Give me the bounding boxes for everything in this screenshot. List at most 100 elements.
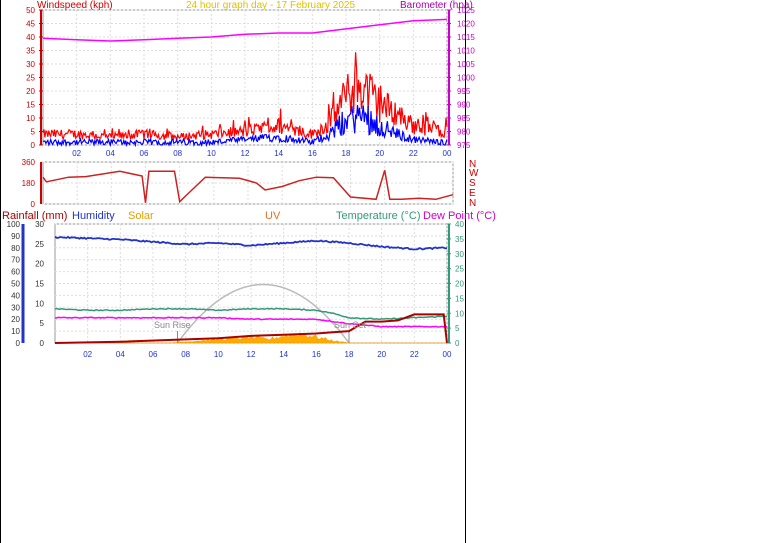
barometer-label: Barometer (hpa): [400, 0, 473, 11]
temp-series: [54, 235, 448, 344]
rainfall-tick-label: 10: [11, 327, 20, 336]
compass-label: E: [469, 188, 476, 199]
wind-tick-label: 40: [26, 33, 35, 42]
rainfall-tick-label: 90: [11, 232, 20, 241]
dewpoint-label: Dew Point (°C): [423, 210, 496, 222]
uv-tick-label: 30: [35, 220, 44, 229]
temp-grid: [55, 223, 448, 344]
wind-barometer-panel: 0510152025303540455097598098599099510001…: [26, 0, 475, 158]
uv-tick-label: 25: [35, 240, 44, 249]
wind-series: [42, 18, 448, 148]
wind-x-tick-label: 12: [241, 149, 250, 158]
uv-tick-label: 15: [35, 280, 44, 289]
sunrise-label: Sun Rise: [154, 320, 191, 330]
wind-x-tick-label: 00: [443, 149, 452, 158]
wind-tick-label: 5: [31, 128, 36, 137]
barometer-tick-label: 1010: [457, 47, 475, 56]
barometer-tick-label: 975: [457, 141, 471, 150]
uv-tick-label: 20: [35, 260, 44, 269]
temp-tick-label: 0: [455, 339, 460, 348]
uv-tick-label: 5: [40, 319, 45, 328]
temp-tick-label: 20: [455, 280, 464, 289]
barometer-series-line: [42, 18, 448, 42]
wind-tick-label: 50: [26, 6, 35, 15]
wind-x-tick-label: 06: [140, 149, 149, 158]
compass-labels: N W S E N: [469, 159, 479, 209]
wind-x-tick-label: 02: [72, 149, 81, 158]
wind-x-tick-label: 04: [106, 149, 115, 158]
wind-axes: 0510152025303540455097598098599099510001…: [26, 6, 475, 158]
wind-direction-panel: 0 180 360 N W S E N: [22, 158, 479, 209]
temp-x-tick-label: 10: [214, 350, 223, 359]
barometer-tick-label: 1025: [457, 6, 475, 15]
solar-label: Solar: [128, 210, 154, 222]
wind-tick-label: 45: [26, 20, 35, 29]
temp-tick-label: 5: [455, 324, 460, 333]
barometer-tick-label: 980: [457, 128, 471, 137]
direction-series-line: [42, 169, 454, 204]
compass-label: N: [469, 159, 476, 170]
wind-x-tick-label: 16: [308, 149, 317, 158]
temperature-series-line: [54, 307, 448, 321]
sunset-label: Sun Set: [334, 320, 367, 330]
temp-tick-label: 25: [455, 265, 464, 274]
rainfall-tick-label: 50: [11, 280, 20, 289]
temp-x-tick-label: 14: [279, 350, 288, 359]
temp-x-tick-label: 06: [149, 350, 158, 359]
direction-tick-label: 180: [22, 179, 36, 188]
rainfall-tick-label: 20: [11, 315, 20, 324]
wind-x-tick-label: 14: [274, 149, 283, 158]
chart-title: 24 hour graph day - 17 February 2025: [186, 0, 355, 11]
humidity-series-line: [54, 235, 448, 251]
direction-axes: 0 180 360: [22, 158, 42, 209]
wind-tick-label: 15: [26, 101, 35, 110]
temperature-label: Temperature (°C): [336, 210, 420, 222]
humidity-label: Humidity: [72, 210, 115, 222]
direction-grid: [43, 161, 454, 205]
temp-x-tick-label: 02: [83, 350, 92, 359]
uv-tick-label: 10: [35, 299, 44, 308]
temperature-humidity-panel: Rainfall (mm) Humidity Solar UV Temperat…: [2, 210, 496, 359]
rainfall-tick-label: 80: [11, 244, 20, 253]
rainfall-tick-label: 30: [11, 303, 20, 312]
windspeed-label: Windspeed (kph): [37, 0, 113, 11]
temp-x-tick-label: 04: [116, 350, 125, 359]
temp-tick-label: 10: [455, 309, 464, 318]
dewpoint-series-line: [54, 316, 448, 328]
barometer-tick-label: 985: [457, 114, 471, 123]
temp-axes: 0 10 20 30 40 50 60 70 80 90 10 00 5 10 15 20 25 30 0 5 10 15…: [7, 220, 465, 359]
temp-x-tick-label: 08: [181, 350, 190, 359]
wind-x-tick-label: 08: [173, 149, 182, 158]
rainfall-tick-label: 0: [16, 339, 21, 348]
wind-tick-label: 10: [26, 114, 35, 123]
wind-x-tick-label: 22: [409, 149, 418, 158]
barometer-tick-label: 1015: [457, 33, 475, 42]
temp-x-tick-label: 12: [247, 350, 256, 359]
temp-x-tick-label: 22: [410, 350, 419, 359]
barometer-tick-label: 1000: [457, 74, 475, 83]
wind-tick-label: 20: [26, 87, 35, 96]
temp-tick-label: 15: [455, 294, 464, 303]
compass-label: W: [469, 168, 479, 179]
direction-tick-label: 360: [22, 158, 36, 167]
direction-tick-label: 0: [31, 200, 36, 209]
wind-x-tick-label: 10: [207, 149, 216, 158]
rainfall-tick-label: 60: [11, 268, 20, 277]
wind-tick-label: 30: [26, 60, 35, 69]
rainfall-series-line: [54, 313, 448, 344]
temp-tick-label: 35: [455, 235, 464, 244]
wind-tick-label: 0: [31, 141, 36, 150]
average-wind-series-line: [42, 105, 448, 148]
temp-x-tick-label: 18: [345, 350, 354, 359]
rainfall-tick-label: 70: [11, 256, 20, 265]
rainfall-tick-label: 40: [11, 291, 20, 300]
uv-tick-label: 0: [40, 339, 45, 348]
temp-x-tick-label: 00: [443, 350, 452, 359]
wind-x-tick-label: 18: [342, 149, 351, 158]
temp-x-tick-label: 16: [312, 350, 321, 359]
temp-x-tick-label: 20: [377, 350, 386, 359]
temp-tick-label: 40: [455, 220, 464, 229]
compass-label: S: [469, 178, 476, 189]
gust-series-line: [42, 52, 448, 142]
